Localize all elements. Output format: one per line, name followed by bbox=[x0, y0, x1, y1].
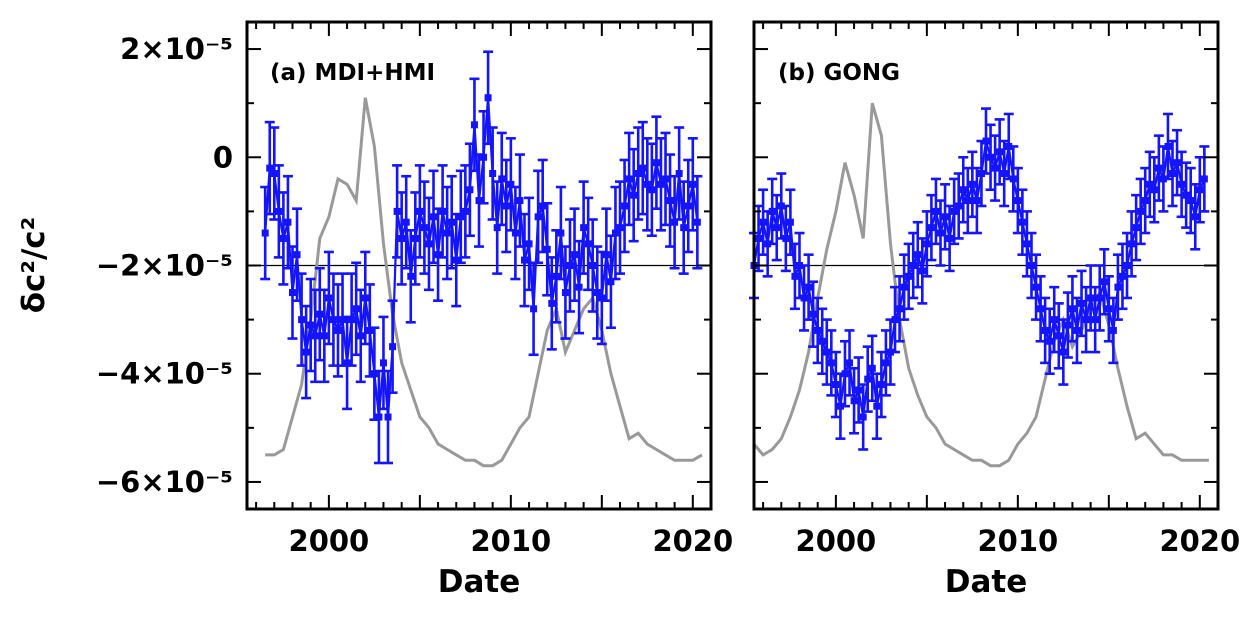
panel-a-gray-curve bbox=[265, 97, 703, 468]
panel-a-data-point bbox=[260, 185, 271, 281]
panel-b-data-point bbox=[940, 183, 951, 251]
panel-a-data-point bbox=[642, 137, 653, 232]
panel-b-ticks: 2000 2010 2020 bbox=[754, 22, 1240, 558]
panel-b-x-tick-label: 2020 bbox=[1159, 524, 1240, 558]
panel-b-data-point bbox=[971, 166, 982, 235]
panel-a-label: (a) MDI+HMI bbox=[270, 60, 435, 86]
panel-b-blue-line bbox=[752, 140, 1206, 418]
panel-b: 2000 2010 2020 (b) GONG Date bbox=[749, 20, 1240, 600]
panel-a-xlabel: Date bbox=[438, 564, 521, 600]
panel-b-data-point bbox=[1067, 275, 1078, 343]
panel-a-data-point bbox=[378, 315, 389, 411]
panel-b-data-point bbox=[926, 193, 937, 262]
panel-a-x-tick-label: 2010 bbox=[470, 524, 551, 558]
panel-a-data-point bbox=[310, 288, 321, 384]
panel-a-y-tick-label: −2×10⁻⁵ bbox=[96, 249, 233, 283]
panel-b-data-point bbox=[767, 177, 778, 246]
y-axis-label: δc²/c² bbox=[16, 217, 52, 314]
panel-a-y-tick-label: 0 bbox=[213, 140, 233, 174]
panel-a-data-point bbox=[692, 174, 703, 270]
panel-b-x-tick-label: 2010 bbox=[977, 524, 1058, 558]
panel-a-data-point bbox=[574, 239, 585, 335]
panel-b-data-point bbox=[949, 177, 960, 246]
panel-b-data-point bbox=[830, 350, 841, 419]
panel-b-x-tick-label: 2000 bbox=[796, 524, 877, 558]
panel-a-ticks: 2000 2010 2020 2×10⁻⁵ 0 −2×10⁻⁵ −4×10⁻⁵ −6×10⁻⁵ bbox=[96, 22, 733, 558]
panel-b-data-point bbox=[1044, 307, 1055, 376]
panel-a-y-tick-label: 2×10⁻⁵ bbox=[120, 32, 233, 66]
panel-a-series bbox=[247, 50, 711, 468]
panel-a-data-point bbox=[633, 126, 644, 221]
panel-b-series bbox=[749, 102, 1218, 468]
panel-a-y-tick-label: −4×10⁻⁵ bbox=[96, 357, 233, 391]
panel-b-xlabel: Date bbox=[945, 564, 1028, 600]
panel-a-data-point bbox=[387, 299, 398, 394]
panel-b-data-point bbox=[1099, 247, 1110, 316]
panel-a-data-point bbox=[583, 196, 594, 292]
panel-b-data-point bbox=[1053, 302, 1064, 370]
panel-a-data-point bbox=[610, 185, 621, 281]
panel-a-x-tick-label: 2020 bbox=[652, 524, 733, 558]
panel-a-y-tick-label: −6×10⁻⁵ bbox=[96, 465, 233, 499]
panel-b-data-point bbox=[1058, 318, 1069, 386]
panel-b-label: (b) GONG bbox=[778, 60, 900, 86]
panel-b-data-point bbox=[1071, 296, 1082, 365]
panel-b-data-point bbox=[1031, 253, 1042, 321]
panel-a-data-point bbox=[492, 180, 503, 275]
panel-b-gray-curve bbox=[752, 102, 1209, 468]
panel-a-data-point bbox=[687, 137, 698, 232]
panel-a-data-point bbox=[442, 185, 453, 281]
panel-b-data-point bbox=[858, 383, 869, 451]
panel-a-x-tick-label: 2000 bbox=[289, 524, 370, 558]
panel-a: 2000 2010 2020 2×10⁻⁵ 0 −2×10⁻⁵ −4×10⁻⁵ −6×10⁻⁵… bbox=[16, 20, 733, 600]
